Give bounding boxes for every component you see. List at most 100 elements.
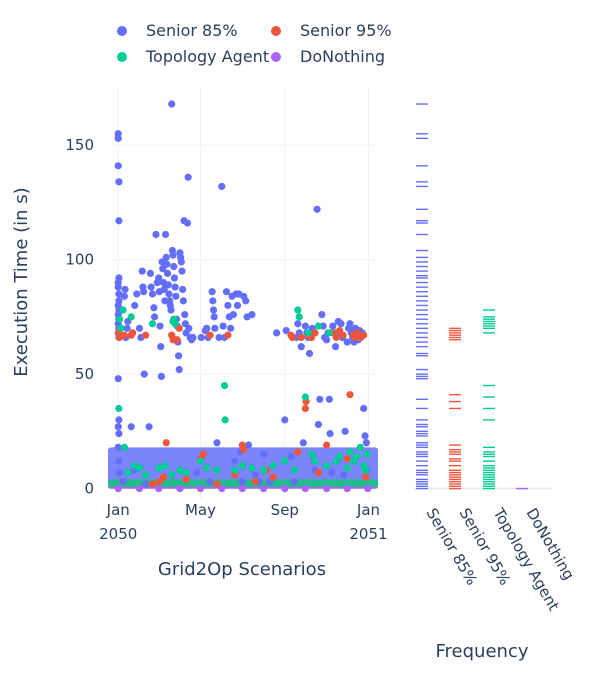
point-senior-95- xyxy=(240,446,248,454)
point-senior-85- xyxy=(244,441,253,449)
point-senior-85- xyxy=(179,297,187,305)
point-topology-agent xyxy=(155,464,163,472)
point-senior-85- xyxy=(146,269,155,277)
point-topology-agent xyxy=(248,464,256,472)
point-senior-85- xyxy=(326,430,334,438)
point-senior-85- xyxy=(156,322,164,330)
point-senior-95- xyxy=(206,331,214,339)
point-topology-agent xyxy=(325,329,333,337)
point-donothing xyxy=(176,484,184,493)
point-senior-85- xyxy=(313,205,321,213)
scatter-tick-labels: 0 50 100 150 Jan 2050 May Sep Jan 2051 xyxy=(65,136,387,543)
point-topology-agent xyxy=(269,462,277,470)
point-donothing xyxy=(343,484,351,493)
point-topology-agent xyxy=(168,471,176,479)
point-topology-agent xyxy=(336,452,344,461)
point-senior-85- xyxy=(121,285,129,294)
point-senior-85- xyxy=(115,468,124,477)
point-senior-85- xyxy=(170,262,178,271)
point-senior-85- xyxy=(114,423,122,431)
point-senior-85- xyxy=(163,269,172,277)
point-senior-85- xyxy=(114,134,122,142)
point-donothing xyxy=(238,484,246,493)
point-donothing xyxy=(218,484,226,493)
point-topology-agent xyxy=(301,393,309,401)
point-topology-agent xyxy=(220,381,229,390)
legend-label: Senior 95% xyxy=(300,21,392,40)
point-senior-95- xyxy=(251,478,259,486)
point-senior-85- xyxy=(114,162,122,170)
point-senior-85- xyxy=(341,427,349,435)
point-senior-85- xyxy=(305,349,314,358)
x-tick-year-label: 2051 xyxy=(349,525,387,543)
point-senior-85- xyxy=(157,343,165,351)
point-senior-85- xyxy=(114,375,122,383)
point-senior-85- xyxy=(115,217,123,225)
point-senior-85- xyxy=(231,457,239,465)
point-senior-85- xyxy=(157,372,166,380)
point-senior-85- xyxy=(222,288,231,296)
point-senior-85- xyxy=(159,265,167,273)
point-donothing xyxy=(135,484,144,493)
point-senior-95- xyxy=(213,480,221,488)
point-senior-95- xyxy=(159,473,168,481)
y-tick-label: 0 xyxy=(84,480,94,498)
point-topology-agent xyxy=(115,404,123,413)
point-topology-agent xyxy=(231,466,239,474)
point-senior-85- xyxy=(142,480,150,488)
point-senior-85- xyxy=(229,311,238,319)
point-senior-95- xyxy=(288,333,296,342)
point-senior-85- xyxy=(114,443,122,451)
point-senior-85- xyxy=(360,404,368,413)
point-topology-agent xyxy=(307,450,316,458)
point-senior-85- xyxy=(165,290,173,298)
point-senior-85- xyxy=(248,311,256,319)
point-senior-85- xyxy=(242,297,250,305)
point-senior-85- xyxy=(219,322,227,330)
x-tick-label: Sep xyxy=(271,501,299,519)
point-senior-85- xyxy=(183,219,192,227)
point-senior-85- xyxy=(161,230,170,239)
point-senior-85- xyxy=(287,452,295,461)
point-senior-95- xyxy=(175,324,183,332)
point-senior-85- xyxy=(150,313,159,321)
point-senior-85- xyxy=(301,322,309,330)
point-senior-85- xyxy=(167,306,175,314)
point-senior-85- xyxy=(192,468,200,477)
point-senior-85- xyxy=(213,439,221,447)
point-senior-95- xyxy=(311,329,319,337)
point-topology-agent xyxy=(176,466,184,474)
strip-marks xyxy=(416,103,528,490)
point-senior-85- xyxy=(163,260,171,268)
point-senior-95- xyxy=(120,331,128,339)
point-topology-agent xyxy=(353,452,361,461)
point-topology-agent xyxy=(221,416,229,424)
point-senior-95- xyxy=(224,331,232,339)
point-senior-95- xyxy=(323,441,331,449)
point-senior-85- xyxy=(329,322,337,330)
point-senior-85- xyxy=(164,281,172,289)
point-senior-85- xyxy=(169,251,177,259)
point-senior-85- xyxy=(114,283,122,291)
point-senior-95- xyxy=(343,455,351,463)
y-tick-label: 150 xyxy=(65,136,94,154)
point-senior-95- xyxy=(294,448,302,456)
point-senior-85- xyxy=(337,320,345,328)
strip-category-labels: Senior 85%Senior 95%Topology AgentDoNoth… xyxy=(423,504,578,614)
point-senior-95- xyxy=(129,329,137,337)
point-senior-85- xyxy=(282,327,290,335)
point-senior-85- xyxy=(281,416,289,424)
point-senior-95- xyxy=(339,331,347,339)
point-senior-95- xyxy=(362,473,370,481)
point-donothing xyxy=(301,484,309,493)
point-senior-95- xyxy=(297,333,305,342)
point-senior-85- xyxy=(209,306,218,314)
point-senior-85- xyxy=(120,292,128,300)
point-senior-85- xyxy=(227,324,235,332)
point-senior-85- xyxy=(314,420,323,429)
point-senior-85- xyxy=(189,333,197,342)
point-topology-agent xyxy=(259,466,268,474)
point-topology-agent xyxy=(346,448,354,456)
legend-marker xyxy=(117,52,127,62)
